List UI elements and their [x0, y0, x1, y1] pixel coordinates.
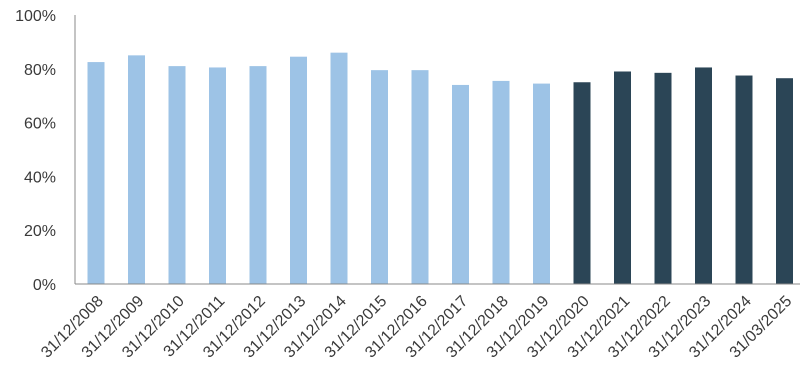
bar	[492, 80, 510, 284]
bar	[209, 67, 226, 284]
bar	[411, 70, 429, 285]
bar	[371, 70, 388, 285]
bar	[533, 83, 550, 284]
bar	[128, 55, 145, 284]
bar	[573, 82, 591, 284]
bar	[695, 67, 712, 284]
x-axis-ticks: 31/12/200831/12/200931/12/201031/12/2011…	[38, 293, 795, 362]
y-axis-ticks: 0% 20% 40% 60% 80% 100%	[15, 8, 56, 294]
bar	[735, 75, 753, 285]
y-tick-label: 100%	[15, 8, 56, 25]
bar	[776, 78, 793, 284]
y-tick-label: 60%	[24, 116, 56, 133]
bars	[87, 52, 793, 285]
bar	[330, 52, 348, 284]
y-tick-label: 80%	[24, 62, 56, 79]
bar	[168, 66, 186, 284]
y-tick-label: 0%	[33, 277, 56, 294]
bar	[249, 66, 267, 284]
bar	[452, 84, 469, 284]
bar	[654, 72, 672, 285]
y-tick-label: 40%	[24, 169, 56, 186]
bar	[614, 71, 631, 285]
bar	[87, 62, 105, 285]
y-tick-label: 20%	[24, 223, 56, 240]
bar	[290, 56, 307, 284]
